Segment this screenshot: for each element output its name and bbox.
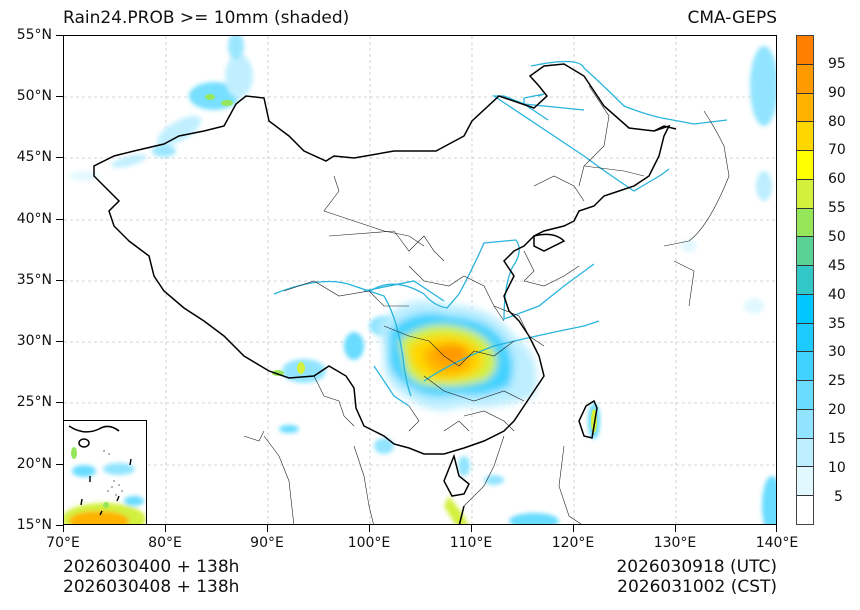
y-tick: [56, 402, 63, 403]
gridlines: [64, 36, 776, 524]
y-tick-label: 55°N: [16, 27, 52, 43]
x-tick-label: 110°E: [449, 535, 493, 551]
y-tick: [56, 525, 63, 526]
x-tick-label: 120°E: [551, 535, 595, 551]
colorbar-label: 20: [828, 402, 846, 418]
valid-time-block: 2026030918 (UTC) 2026031002 (CST): [616, 557, 777, 597]
colorbar-label: 50: [828, 229, 846, 245]
valid-time-cst: 2026031002 (CST): [617, 577, 777, 597]
colorbar-label: 80: [828, 114, 846, 130]
colorbar-segment: [797, 467, 813, 497]
y-tick-label: 25°N: [16, 394, 52, 410]
colorbar-segment: [797, 352, 813, 382]
map-canvas: [64, 36, 776, 524]
colorbar-label: 60: [828, 171, 846, 187]
national-border: [93, 63, 677, 524]
colorbar-segment: [797, 151, 813, 180]
colorbar-segment: [797, 266, 813, 295]
x-tick-label: 70°E: [46, 535, 80, 551]
colorbar-label: 45: [828, 258, 846, 274]
x-tick: [369, 525, 370, 532]
precip-shading: [69, 36, 776, 524]
y-tick: [56, 464, 63, 465]
colorbar-segment: [797, 496, 813, 525]
x-tick: [573, 525, 574, 532]
x-tick-label: 100°E: [347, 535, 391, 551]
y-tick: [56, 219, 63, 220]
colorbar-segment: [797, 381, 813, 410]
x-tick: [63, 525, 64, 532]
x-tick-label: 140°E: [755, 535, 799, 551]
y-tick-label: 40°N: [16, 211, 52, 227]
colorbar-segment: [797, 208, 813, 238]
colorbar-segment: [797, 64, 813, 94]
valid-time-utc: 2026030918 (UTC): [616, 557, 777, 577]
init-time-block: 2026030400 + 138h 2026030408 + 138h: [63, 557, 239, 597]
province-borders: [283, 85, 645, 432]
y-tick: [56, 157, 63, 158]
colorbar-segment: [797, 237, 813, 267]
colorbar-label: 70: [828, 142, 846, 158]
y-tick: [56, 280, 63, 281]
map-panel[interactable]: [63, 35, 777, 525]
y-tick-label: 45°N: [16, 149, 52, 165]
colorbar-label: 10: [828, 460, 846, 476]
x-tick: [267, 525, 268, 532]
y-tick-label: 35°N: [16, 272, 52, 288]
colorbar-label: 90: [828, 85, 846, 101]
colorbar: [796, 35, 814, 525]
x-tick-label: 130°E: [653, 535, 697, 551]
y-tick: [56, 96, 63, 97]
rivers: [273, 60, 728, 407]
colorbar-label: 30: [828, 344, 846, 360]
y-tick-label: 50°N: [16, 88, 52, 104]
south-china-sea-inset: [64, 420, 147, 524]
chart-title: Rain24.PROB >= 10mm (shaded): [63, 8, 350, 28]
y-tick-label: 30°N: [16, 333, 52, 349]
x-tick-label: 90°E: [250, 535, 284, 551]
x-tick: [165, 525, 166, 532]
colorbar-segment: [797, 93, 813, 123]
model-name: CMA-GEPS: [687, 8, 777, 28]
colorbar-label: 95: [828, 56, 846, 72]
y-tick: [56, 341, 63, 342]
colorbar-label: 15: [828, 431, 846, 447]
init-time-cst: 2026030408 + 138h: [63, 577, 240, 597]
colorbar-segment: [797, 36, 813, 65]
colorbar-segment: [797, 294, 813, 324]
init-time-utc: 2026030400 + 138h: [63, 557, 240, 577]
y-tick-label: 15°N: [16, 517, 52, 533]
colorbar-segment: [797, 122, 813, 152]
colorbar-segment: [797, 409, 813, 439]
x-tick: [776, 525, 777, 532]
colorbar-segment: [797, 438, 813, 468]
y-tick: [56, 35, 63, 36]
colorbar-segment: [797, 179, 813, 209]
colorbar-label: 35: [828, 316, 846, 332]
colorbar-label: 25: [828, 373, 846, 389]
colorbar-label: 55: [828, 200, 846, 216]
colorbar-label: 5: [834, 489, 843, 505]
x-tick: [675, 525, 676, 532]
colorbar-label: 40: [828, 287, 846, 303]
neighbor-coastlines: [243, 110, 730, 524]
x-tick: [471, 525, 472, 532]
x-tick-label: 80°E: [148, 535, 182, 551]
colorbar-segment: [797, 323, 813, 353]
y-tick-label: 20°N: [16, 456, 52, 472]
